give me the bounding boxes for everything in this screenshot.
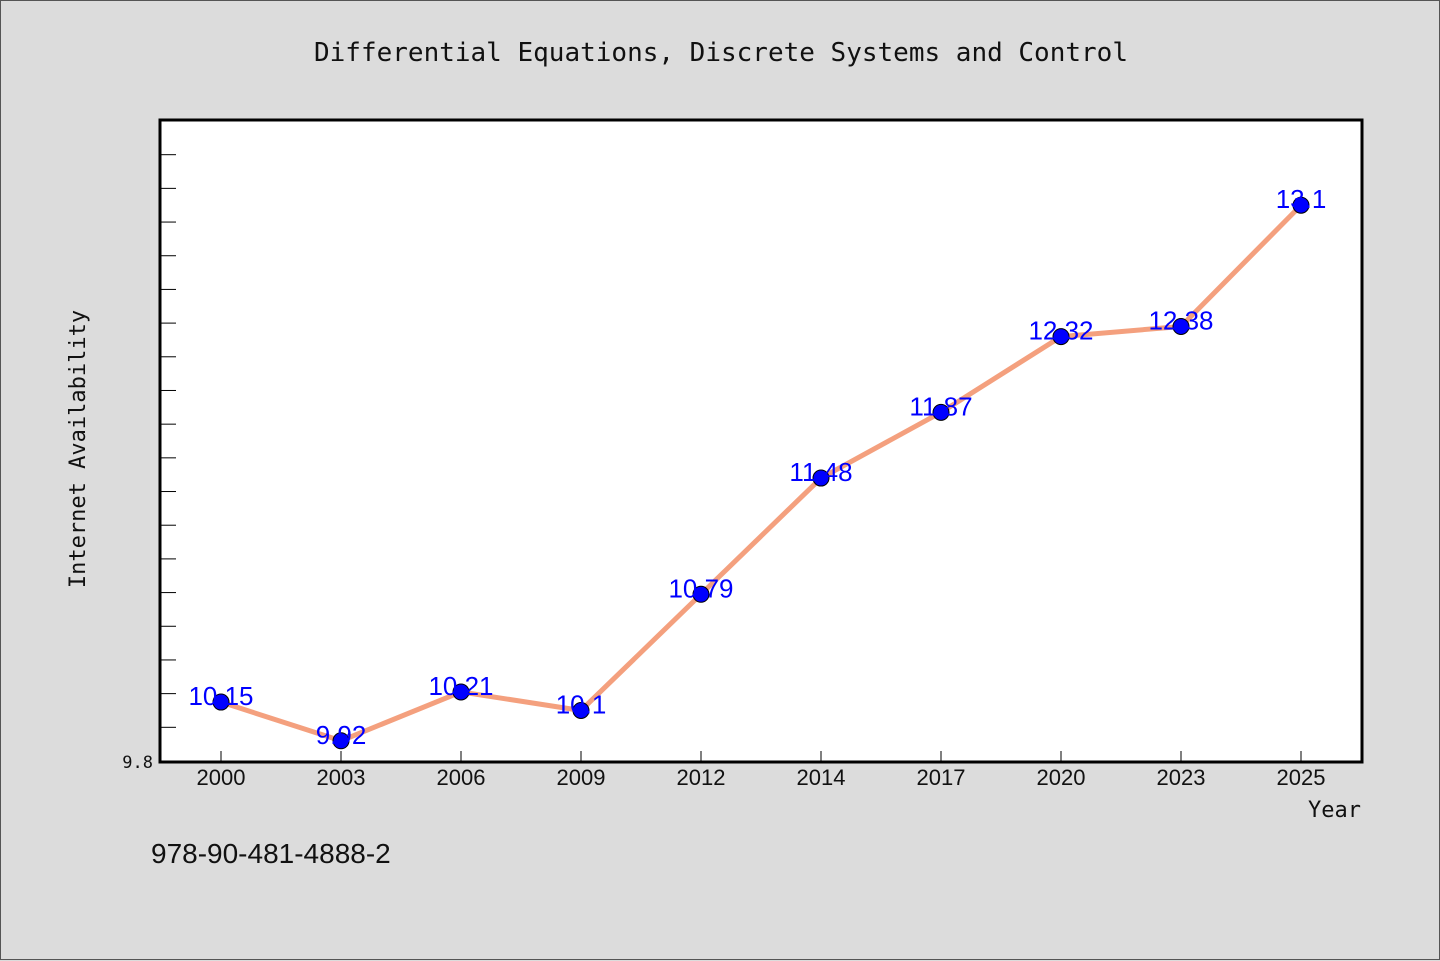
plot-area	[158, 118, 1364, 764]
data-label: 9.92	[316, 720, 367, 750]
data-point	[1172, 317, 1190, 335]
data-label: 11.87	[909, 391, 972, 421]
isbn-text: 978-90-481-4888-2	[151, 838, 391, 869]
data-labels: 10.15 9.92 10.21 10.1 10.79 11.48 11.87 12.32 12…	[188, 184, 1326, 750]
data-label: 10.1	[556, 689, 607, 719]
chart-title: Differential Equations, Discrete Systems…	[314, 38, 1128, 68]
x-tick-label: 2020	[1037, 765, 1086, 790]
y-axis-ticks	[161, 120, 176, 762]
x-tick-label: 2006	[437, 765, 486, 790]
data-point	[332, 732, 350, 750]
data-label: 10.15	[188, 681, 253, 711]
x-tick-label: 2014	[797, 765, 846, 790]
data-label: 10.79	[668, 573, 733, 603]
x-tick-label: 2017	[917, 765, 966, 790]
series-line	[220, 203, 1303, 744]
x-tick-label: 2025	[1277, 765, 1326, 790]
x-tick-label: 2003	[317, 765, 366, 790]
y-axis-label: Internet Availability	[66, 310, 91, 588]
x-axis-label: Year	[1308, 798, 1361, 823]
x-tick-label: 2012	[677, 765, 726, 790]
data-point	[1292, 196, 1310, 214]
data-point	[932, 403, 950, 421]
data-point	[812, 469, 830, 487]
x-tick-label: 2000	[197, 765, 246, 790]
data-point	[1052, 328, 1070, 346]
data-label: 12.32	[1028, 316, 1093, 346]
data-label: 10.21	[428, 671, 493, 701]
data-point	[212, 693, 230, 711]
y-tick-label-min: 9.8	[122, 753, 153, 773]
data-point	[572, 701, 590, 719]
data-point	[692, 585, 710, 603]
data-label: 13.1	[1276, 184, 1327, 214]
series-group	[212, 196, 1310, 750]
x-tick-label: 2009	[557, 765, 606, 790]
x-axis-ticks: 2000 2003 2006 2009 2012 2014 2017 2020 2023 2025	[197, 751, 1326, 790]
data-point	[452, 683, 470, 701]
data-label: 11.48	[789, 457, 852, 487]
x-tick-label: 2023	[1157, 765, 1206, 790]
data-label: 12.38	[1148, 305, 1213, 335]
